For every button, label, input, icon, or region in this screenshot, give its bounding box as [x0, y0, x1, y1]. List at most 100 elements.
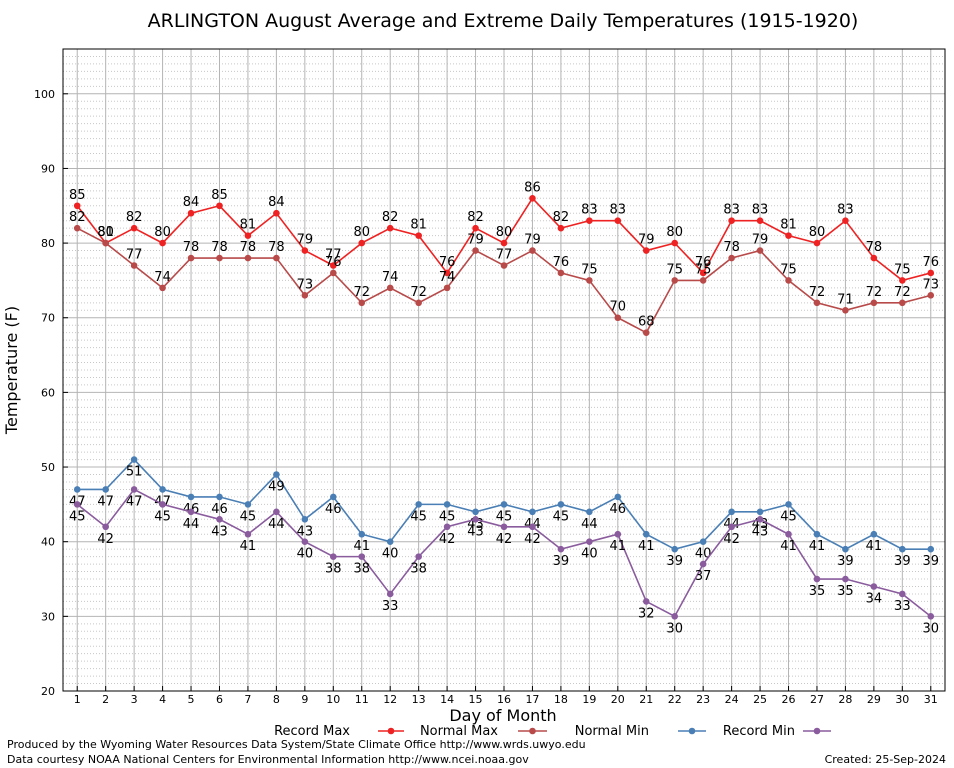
record-max-point [301, 247, 309, 254]
legend-label-normal-min: Normal Min [575, 724, 649, 739]
x-tick-label: 23 [696, 693, 710, 706]
x-tick-label: 5 [188, 693, 195, 706]
record-max-point [329, 262, 337, 269]
normal-max-point [842, 306, 849, 314]
normal-max-point [529, 247, 536, 254]
normal-max-point [244, 254, 252, 262]
record-min-data-label: 41 [780, 539, 797, 554]
normal-min-data-label: 40 [382, 547, 399, 562]
legend-marker-record-min [813, 727, 821, 735]
x-tick-label: 31 [924, 693, 938, 706]
record-min-data-label: 43 [467, 524, 484, 539]
x-tick-label: 8 [273, 693, 280, 706]
normal-min-data-label: 45 [553, 509, 570, 524]
record-min-data-label: 41 [610, 539, 627, 554]
record-min-point [216, 516, 223, 523]
record-min-data-label: 38 [410, 562, 427, 577]
record-min-point [671, 613, 679, 620]
y-tick-label: 70 [41, 312, 55, 325]
x-tick-label: 10 [326, 693, 340, 706]
normal-max-point [216, 254, 223, 262]
normal-min-point [870, 530, 878, 538]
normal-max-data-label: 74 [382, 270, 399, 285]
normal-min-point [415, 501, 422, 508]
record-max-point [586, 217, 593, 224]
x-tick-label: 24 [725, 693, 739, 706]
normal-min-data-label: 45 [240, 509, 257, 524]
normal-min-point [130, 456, 138, 463]
record-min-point [899, 590, 906, 598]
record-max-point [785, 232, 792, 239]
y-tick-label: 60 [41, 386, 55, 399]
x-tick-label: 7 [244, 693, 251, 706]
normal-max-point [586, 277, 593, 284]
x-tick-label: 27 [810, 693, 824, 706]
record-min-data-label: 45 [69, 509, 86, 524]
footer-created: Created: 25-Sep-2024 [825, 753, 946, 766]
y-tick-label: 80 [41, 237, 55, 250]
record-max-point [386, 224, 394, 232]
normal-min-data-label: 39 [837, 554, 854, 569]
normal-max-data-label: 78 [240, 240, 257, 255]
normal-min-point [642, 530, 650, 538]
normal-min-data-label: 41 [353, 539, 370, 554]
record-min-point [728, 523, 735, 531]
record-max-data-label: 80 [809, 225, 826, 240]
normal-min-point [244, 501, 252, 508]
record-max-point [130, 224, 138, 232]
x-tick-label: 28 [838, 693, 852, 706]
record-max-data-label: 80 [496, 225, 513, 240]
record-max-point [870, 254, 878, 262]
record-max-point [557, 224, 565, 232]
normal-max-point [927, 292, 935, 299]
x-tick-label: 16 [497, 693, 511, 706]
legend: Record Max Normal Max Normal Min Record Min [274, 724, 831, 739]
record-max-point [273, 209, 280, 217]
x-tick-label: 20 [611, 693, 625, 706]
normal-max-data-label: 74 [439, 270, 456, 285]
record-max-data-label: 83 [837, 203, 854, 218]
record-min-data-label: 30 [923, 621, 940, 636]
y-axis-ticks: 20 30 40 50 60 70 80 90 100 [34, 88, 68, 698]
x-tick-label: 29 [867, 693, 881, 706]
record-max-data-label: 80 [154, 225, 171, 240]
record-min-point [642, 598, 650, 605]
record-min-point [329, 553, 337, 560]
x-tick-label: 22 [668, 693, 682, 706]
record-max-point [500, 239, 508, 247]
record-min-data-label: 32 [638, 606, 655, 621]
record-max-point [443, 269, 451, 277]
normal-min-data-label: 46 [610, 502, 627, 517]
y-tick-label: 50 [41, 461, 55, 474]
normal-max-data-label: 79 [524, 233, 541, 248]
record-max-point [216, 202, 223, 210]
record-min-point [500, 523, 508, 531]
record-min-data-label: 42 [496, 532, 513, 547]
normal-max-point [130, 262, 138, 269]
record-min-data-label: 35 [809, 584, 826, 599]
normal-min-point [614, 493, 622, 501]
record-max-data-label: 83 [581, 203, 598, 218]
normal-max-data-label: 79 [752, 233, 769, 248]
normal-min-point [187, 493, 195, 501]
record-max-point [73, 202, 81, 210]
normal-max-point [443, 284, 451, 292]
normal-min-data-label: 41 [638, 539, 655, 554]
record-max-data-label: 81 [780, 218, 797, 233]
legend-marker-normal-max [529, 727, 536, 735]
record-min-point [529, 523, 536, 531]
normal-min-data-label: 39 [894, 554, 911, 569]
record-min-data-label: 34 [866, 591, 883, 606]
record-max-point [187, 209, 195, 217]
record-max-point [756, 217, 764, 224]
normal-min-point [756, 508, 764, 516]
y-tick-label: 40 [41, 536, 55, 549]
normal-max-data-label: 72 [353, 285, 370, 300]
x-tick-label: 15 [469, 693, 483, 706]
x-tick-label: 13 [412, 693, 426, 706]
record-min-data-label: 41 [240, 539, 257, 554]
normal-max-point [273, 254, 280, 262]
x-tick-label: 11 [355, 693, 369, 706]
normal-min-data-label: 40 [695, 547, 712, 562]
record-max-point [415, 232, 422, 239]
